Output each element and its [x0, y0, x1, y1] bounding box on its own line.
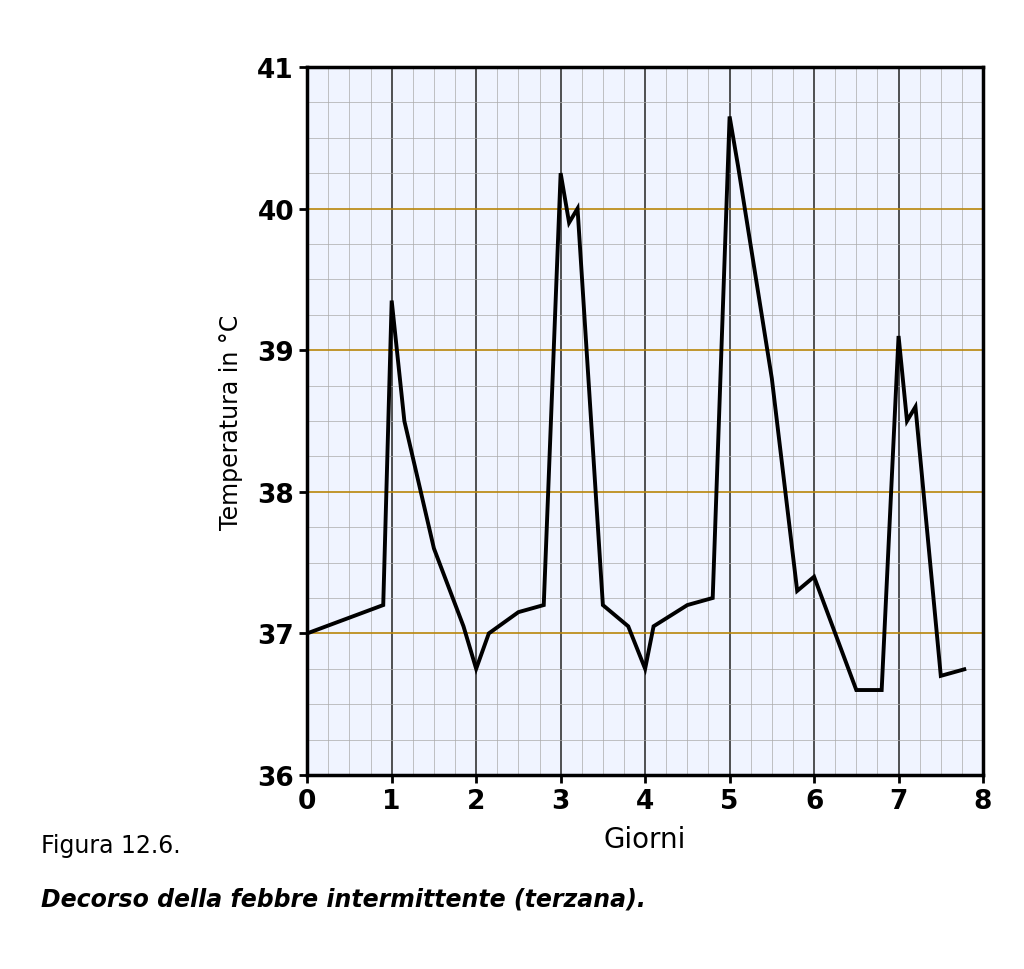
- X-axis label: Giorni: Giorni: [604, 826, 686, 854]
- Y-axis label: Temperatura in °C: Temperatura in °C: [219, 314, 244, 529]
- Text: Decorso della febbre intermittente (terzana).: Decorso della febbre intermittente (terz…: [41, 887, 646, 911]
- Text: Figura 12.6.: Figura 12.6.: [41, 833, 180, 858]
